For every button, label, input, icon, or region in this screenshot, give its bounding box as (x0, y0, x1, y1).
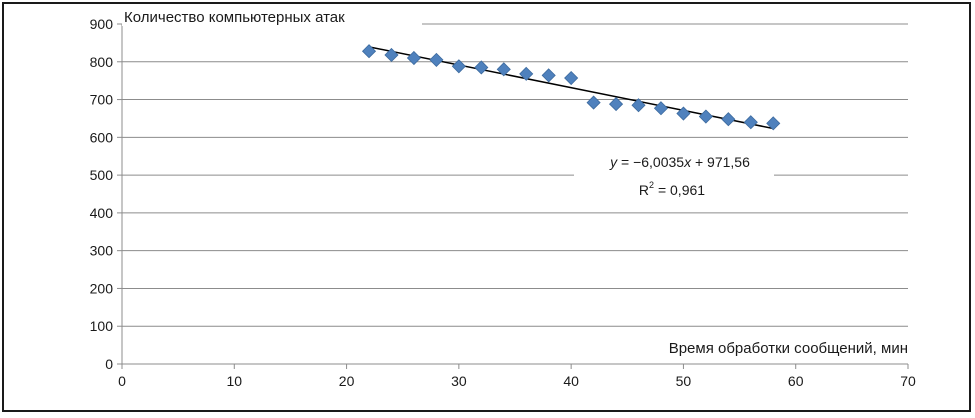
data-point (698, 109, 713, 124)
data-point (496, 62, 511, 77)
y-tick-label-900: 900 (90, 16, 114, 32)
data-points (361, 44, 781, 131)
data-point (361, 44, 377, 59)
data-point (721, 112, 736, 127)
trendline-equation: y = −6,0035x + 971,56 (609, 154, 750, 170)
y-tick-label-700: 700 (90, 92, 114, 108)
data-point (631, 98, 646, 113)
axes (117, 23, 909, 369)
data-point (743, 115, 758, 130)
data-point (564, 70, 579, 86)
data-point (384, 47, 399, 63)
gridlines (122, 23, 908, 327)
data-point (653, 101, 669, 116)
x-title-background (624, 337, 910, 359)
tick-labels: 0 100 200 300 400 500 600 700 800 900 0 10 20 30 40 50 6… (90, 16, 916, 389)
x-tick-label-10: 10 (226, 373, 242, 389)
data-point (541, 68, 556, 83)
y-tick-label-500: 500 (90, 167, 114, 183)
data-point (519, 66, 534, 81)
y-tick-label-100: 100 (90, 318, 114, 334)
x-tick-label-20: 20 (339, 373, 355, 389)
data-point (406, 50, 422, 66)
scatter-chart: 0 100 200 300 400 500 600 700 800 900 0 10 20 30 40 50 6… (90, 8, 916, 389)
x-tick-label-60: 60 (788, 373, 804, 389)
data-point (451, 59, 466, 74)
x-tick-label-40: 40 (563, 373, 579, 389)
data-point (586, 95, 601, 110)
y-axis-title: Количество компьютерных атак (124, 9, 345, 26)
equation-background (574, 150, 774, 206)
data-point (429, 52, 444, 67)
data-point (474, 60, 489, 75)
y-tick-label-300: 300 (90, 243, 114, 259)
x-tick-label-0: 0 (118, 373, 126, 389)
x-axis-title: Время обработки сообщений, мин (669, 340, 908, 357)
y-tick-label-200: 200 (90, 280, 114, 296)
y-tick-label-600: 600 (90, 129, 114, 145)
y-title-background (122, 8, 422, 26)
x-tick-label-30: 30 (451, 373, 467, 389)
data-point (766, 116, 781, 131)
r-squared-label: R2 = 0,961 (639, 180, 705, 198)
y-tick-label-400: 400 (90, 205, 114, 221)
y-tick-label-800: 800 (90, 54, 114, 70)
x-tick-label-50: 50 (676, 373, 692, 389)
y-tick-label-0: 0 (105, 356, 113, 372)
x-tick-label-70: 70 (900, 373, 916, 389)
chart-frame: 0 100 200 300 400 500 600 700 800 900 0 10 20 30 40 50 6… (2, 2, 971, 412)
data-point (608, 97, 624, 112)
data-point (676, 106, 691, 121)
